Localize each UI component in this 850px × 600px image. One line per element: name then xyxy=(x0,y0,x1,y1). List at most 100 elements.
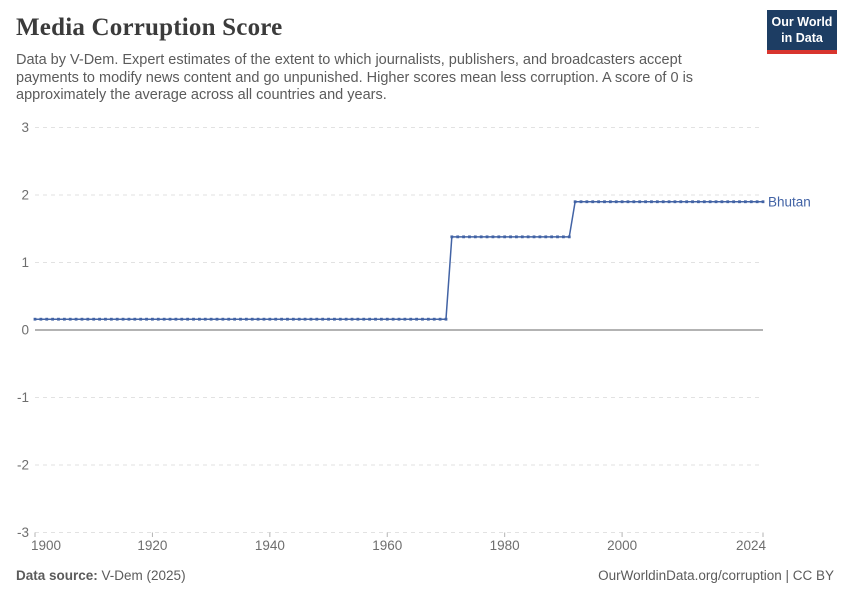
data-point-marker[interactable] xyxy=(432,317,436,321)
data-point-marker[interactable] xyxy=(638,200,642,204)
data-point-marker[interactable] xyxy=(227,317,231,321)
data-point-marker[interactable] xyxy=(327,317,330,321)
data-point-marker[interactable] xyxy=(374,317,377,321)
data-point-marker[interactable] xyxy=(350,317,354,321)
data-point-marker[interactable] xyxy=(197,317,201,321)
data-point-marker[interactable] xyxy=(608,200,612,204)
data-point-marker[interactable] xyxy=(86,317,90,321)
data-point-marker[interactable] xyxy=(379,317,383,321)
data-point-marker[interactable] xyxy=(145,317,148,321)
data-point-marker[interactable] xyxy=(280,317,283,321)
data-point-marker[interactable] xyxy=(421,317,424,321)
data-point-marker[interactable] xyxy=(45,317,49,321)
data-point-marker[interactable] xyxy=(356,317,360,321)
data-point-marker[interactable] xyxy=(585,200,589,204)
data-point-marker[interactable] xyxy=(444,317,448,321)
data-point-marker[interactable] xyxy=(456,235,460,239)
data-point-marker[interactable] xyxy=(509,235,512,239)
data-point-marker[interactable] xyxy=(127,317,131,321)
data-point-marker[interactable] xyxy=(315,317,319,321)
data-point-marker[interactable] xyxy=(426,317,430,321)
data-point-marker[interactable] xyxy=(391,317,395,321)
data-point-marker[interactable] xyxy=(679,200,683,204)
data-point-marker[interactable] xyxy=(98,317,101,321)
data-point-marker[interactable] xyxy=(738,200,741,204)
data-point-marker[interactable] xyxy=(473,235,477,239)
data-point-marker[interactable] xyxy=(233,317,237,321)
data-point-marker[interactable] xyxy=(244,317,248,321)
data-point-marker[interactable] xyxy=(550,235,554,239)
data-point-marker[interactable] xyxy=(186,317,190,321)
data-point-marker[interactable] xyxy=(626,200,630,204)
data-point-marker[interactable] xyxy=(755,200,759,204)
data-point-marker[interactable] xyxy=(485,235,489,239)
data-point-marker[interactable] xyxy=(51,317,55,321)
data-point-marker[interactable] xyxy=(39,317,43,321)
data-point-marker[interactable] xyxy=(685,200,689,204)
data-point-marker[interactable] xyxy=(515,235,518,239)
data-point-marker[interactable] xyxy=(209,317,213,321)
data-point-marker[interactable] xyxy=(57,317,60,321)
data-point-marker[interactable] xyxy=(497,235,501,239)
data-point-marker[interactable] xyxy=(479,235,483,239)
data-point-marker[interactable] xyxy=(192,317,195,321)
data-point-marker[interactable] xyxy=(397,317,401,321)
data-point-marker[interactable] xyxy=(632,200,636,204)
data-point-marker[interactable] xyxy=(203,317,207,321)
data-point-marker[interactable] xyxy=(620,200,624,204)
data-point-marker[interactable] xyxy=(362,317,366,321)
data-point-marker[interactable] xyxy=(673,200,677,204)
data-point-marker[interactable] xyxy=(520,235,524,239)
data-point-marker[interactable] xyxy=(697,200,700,204)
data-point-marker[interactable] xyxy=(215,317,219,321)
data-point-marker[interactable] xyxy=(714,200,718,204)
data-point-marker[interactable] xyxy=(385,317,389,321)
data-point-marker[interactable] xyxy=(450,235,454,239)
data-point-marker[interactable] xyxy=(468,235,471,239)
data-point-marker[interactable] xyxy=(92,317,96,321)
owid-logo[interactable]: Our World in Data xyxy=(767,10,837,55)
data-point-marker[interactable] xyxy=(526,235,530,239)
data-point-marker[interactable] xyxy=(597,200,601,204)
data-point-marker[interactable] xyxy=(180,317,184,321)
data-point-marker[interactable] xyxy=(133,317,137,321)
data-point-marker[interactable] xyxy=(655,200,659,204)
data-point-marker[interactable] xyxy=(80,317,84,321)
data-point-marker[interactable] xyxy=(274,317,278,321)
data-point-marker[interactable] xyxy=(726,200,730,204)
data-point-marker[interactable] xyxy=(286,317,289,321)
data-point-marker[interactable] xyxy=(109,317,113,321)
data-point-marker[interactable] xyxy=(268,317,272,321)
data-point-marker[interactable] xyxy=(591,200,595,204)
data-point-marker[interactable] xyxy=(650,200,653,204)
data-point-marker[interactable] xyxy=(139,317,143,321)
data-point-marker[interactable] xyxy=(667,200,671,204)
data-point-marker[interactable] xyxy=(303,317,307,321)
data-point-marker[interactable] xyxy=(561,235,565,239)
data-point-marker[interactable] xyxy=(538,235,542,239)
data-point-marker[interactable] xyxy=(644,200,647,204)
data-point-marker[interactable] xyxy=(661,200,665,204)
data-point-marker[interactable] xyxy=(761,200,765,204)
data-point-marker[interactable] xyxy=(168,317,172,321)
data-point-marker[interactable] xyxy=(567,235,571,239)
data-point-marker[interactable] xyxy=(256,317,260,321)
data-point-marker[interactable] xyxy=(104,317,107,321)
data-point-marker[interactable] xyxy=(62,317,66,321)
credit-line[interactable]: OurWorldinData.org/corruption | CC BY xyxy=(598,568,834,583)
data-point-marker[interactable] xyxy=(221,317,225,321)
data-point-marker[interactable] xyxy=(262,317,266,321)
data-point-marker[interactable] xyxy=(579,200,583,204)
data-point-marker[interactable] xyxy=(503,235,507,239)
data-point-marker[interactable] xyxy=(732,200,736,204)
data-point-marker[interactable] xyxy=(403,317,407,321)
data-point-marker[interactable] xyxy=(368,317,372,321)
data-point-marker[interactable] xyxy=(532,235,536,239)
data-point-marker[interactable] xyxy=(573,200,577,204)
entity-label[interactable]: Bhutan xyxy=(768,194,811,209)
data-point-marker[interactable] xyxy=(115,317,119,321)
data-point-marker[interactable] xyxy=(309,317,313,321)
data-point-marker[interactable] xyxy=(151,317,154,321)
data-point-marker[interactable] xyxy=(749,200,753,204)
